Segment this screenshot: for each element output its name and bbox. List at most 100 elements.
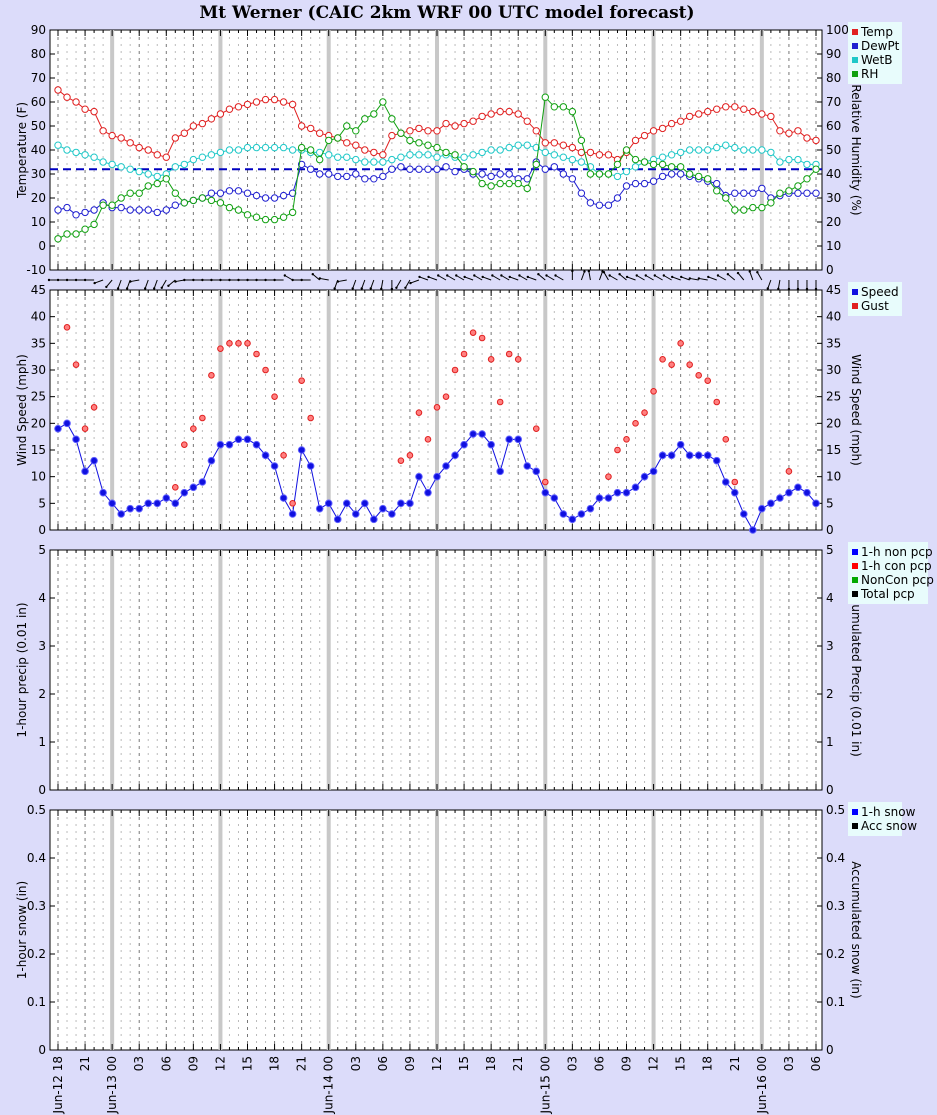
data-point — [433, 404, 441, 411]
data-point — [622, 182, 631, 190]
wind-arrow-head — [246, 278, 249, 282]
data-point — [514, 356, 522, 363]
data-point — [677, 340, 684, 347]
x-tick-label: 09 — [620, 1056, 634, 1071]
data-point — [523, 462, 532, 470]
data-point — [758, 184, 766, 193]
day-band — [110, 550, 115, 790]
data-point — [415, 409, 423, 416]
data-point — [487, 172, 495, 181]
data-point — [343, 122, 351, 130]
data-point — [604, 151, 613, 159]
data-point — [90, 404, 98, 411]
data-point — [415, 151, 423, 159]
data-point — [568, 175, 577, 183]
data-point — [586, 199, 595, 207]
y-axis-label: Temperature (F) — [15, 102, 29, 199]
data-point — [406, 452, 414, 459]
legend-entry: DewPt — [861, 39, 900, 53]
data-point — [297, 143, 306, 152]
x-tick-label: 18 — [701, 1056, 715, 1071]
data-point — [406, 165, 414, 173]
data-point — [478, 170, 486, 178]
wind-arrow-head — [360, 287, 363, 290]
x-tick-label: 15 — [457, 1056, 471, 1071]
data-point — [333, 515, 342, 524]
data-point — [713, 187, 721, 195]
data-point — [216, 440, 225, 449]
data-point — [135, 167, 143, 176]
data-point — [361, 175, 369, 183]
data-point — [99, 158, 107, 166]
data-point — [514, 141, 522, 149]
wind-arrow — [598, 271, 603, 281]
y-tick-label: 0.4 — [27, 851, 46, 865]
wind-arrow-head — [311, 273, 314, 276]
data-point — [144, 182, 152, 190]
data-point — [424, 141, 432, 149]
x-tick-label: Jun-16 00 — [755, 1056, 769, 1114]
data-point — [577, 136, 586, 145]
y-tick-label: 30 — [31, 363, 46, 377]
data-point — [279, 143, 288, 152]
data-point — [243, 143, 252, 152]
wind-arrow-head — [56, 278, 60, 282]
data-point — [803, 189, 811, 197]
y-tick-label: 2 — [38, 687, 46, 701]
data-point — [686, 361, 693, 368]
wind-arrow-head — [125, 287, 129, 290]
data-point — [54, 141, 62, 149]
data-point — [216, 189, 225, 197]
data-point — [397, 457, 405, 464]
legend-swatch — [852, 57, 858, 63]
data-point — [749, 203, 757, 212]
data-point — [297, 160, 306, 169]
y2-tick-label: 80 — [826, 71, 841, 85]
data-point — [650, 388, 657, 395]
data-point — [559, 170, 568, 178]
data-point — [623, 436, 630, 443]
data-point — [631, 136, 640, 145]
data-point — [433, 143, 441, 152]
data-point — [541, 93, 549, 101]
wind-arrow-head — [491, 274, 494, 277]
data-point — [812, 136, 820, 145]
data-point — [415, 472, 423, 481]
data-point — [812, 165, 820, 173]
data-point — [649, 177, 658, 185]
legend-entry: 1-h con pcp — [861, 559, 932, 573]
data-point — [144, 206, 152, 214]
legend-entry: Acc snow — [861, 819, 917, 833]
legend-entry: Gust — [861, 299, 889, 313]
data-point — [81, 208, 89, 217]
data-point — [767, 199, 775, 207]
data-point — [99, 488, 107, 497]
data-point — [640, 158, 649, 166]
wind-arrow — [580, 271, 585, 281]
y2-tick-label: 0 — [826, 1043, 834, 1057]
data-point — [171, 189, 180, 197]
data-point — [63, 419, 71, 428]
data-point — [676, 148, 685, 157]
data-point — [730, 488, 739, 497]
data-point — [713, 398, 721, 406]
y2-tick-label: 0.3 — [826, 899, 845, 913]
x-tick-label: 06 — [592, 1056, 606, 1071]
y-tick-label: 5 — [38, 543, 46, 557]
wind-arrow — [672, 276, 681, 281]
wind-arrow-head — [219, 278, 222, 282]
data-point — [325, 136, 333, 145]
data-point — [415, 124, 423, 133]
wind-arrow-head — [116, 287, 120, 290]
data-point — [252, 143, 261, 152]
wind-arrow — [727, 273, 736, 281]
data-point — [406, 136, 414, 145]
data-point — [496, 398, 504, 406]
data-point — [361, 115, 369, 123]
data-point — [694, 146, 703, 154]
data-point — [190, 425, 197, 432]
data-point — [117, 203, 125, 212]
wind-arrow-head — [351, 287, 354, 290]
data-point — [397, 129, 405, 137]
wind-arrow-head — [201, 278, 204, 282]
